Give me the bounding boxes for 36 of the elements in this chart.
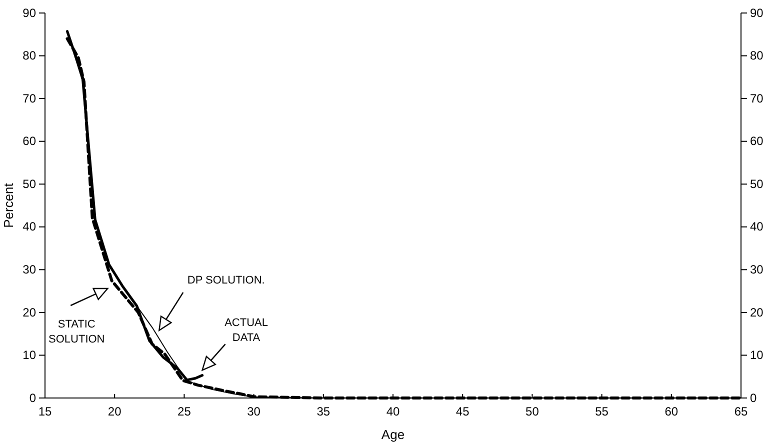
y-tick-label: 50 (22, 176, 36, 191)
y2-tick-label: 50 (750, 176, 763, 191)
y-tick-label: 10 (22, 348, 36, 362)
y2-tick-label: 20 (750, 305, 763, 320)
y-tick-label: 60 (22, 134, 36, 148)
x-tick-label: 55 (595, 404, 609, 418)
x-tick-label: 15 (38, 404, 52, 418)
x-tick-label: 25 (178, 404, 192, 418)
y2-tick-label: 40 (750, 220, 763, 234)
y-tick-label: 0 (29, 390, 36, 405)
x-tick-label: 40 (386, 404, 400, 418)
y-tick-label: 80 (22, 48, 36, 63)
y2-tick-label: 90 (750, 6, 763, 20)
x-tick-label: 35 (316, 404, 330, 418)
x-axis-title: Age (381, 427, 405, 442)
x-tick-label: 60 (664, 404, 678, 418)
y-tick-label: 30 (22, 262, 36, 277)
y2-tick-label: 60 (750, 134, 763, 148)
y-tick-label: 70 (22, 91, 36, 106)
y-tick-label: 20 (22, 305, 36, 320)
x-tick-label: 20 (108, 404, 122, 418)
y-tick-label: 40 (22, 220, 36, 234)
x-tick-label: 30 (247, 404, 261, 418)
annotation: ACTUAL DATA (224, 317, 268, 344)
y2-tick-label: 30 (750, 262, 763, 277)
annotation: STATIC SOLUTION (48, 318, 105, 346)
y2-tick-label: 10 (750, 348, 763, 362)
x-tick-label: 45 (456, 404, 470, 418)
y2-tick-label: 70 (750, 91, 763, 106)
y2-tick-label: 0 (750, 390, 757, 405)
y-axis-title: Percent (1, 182, 16, 228)
y2-tick-label: 80 (750, 48, 763, 63)
y-tick-label: 90 (22, 6, 36, 20)
annotation: DP SOLUTION. (187, 274, 265, 286)
x-tick-label: 50 (526, 404, 540, 418)
x-tick-label: 65 (734, 404, 748, 418)
